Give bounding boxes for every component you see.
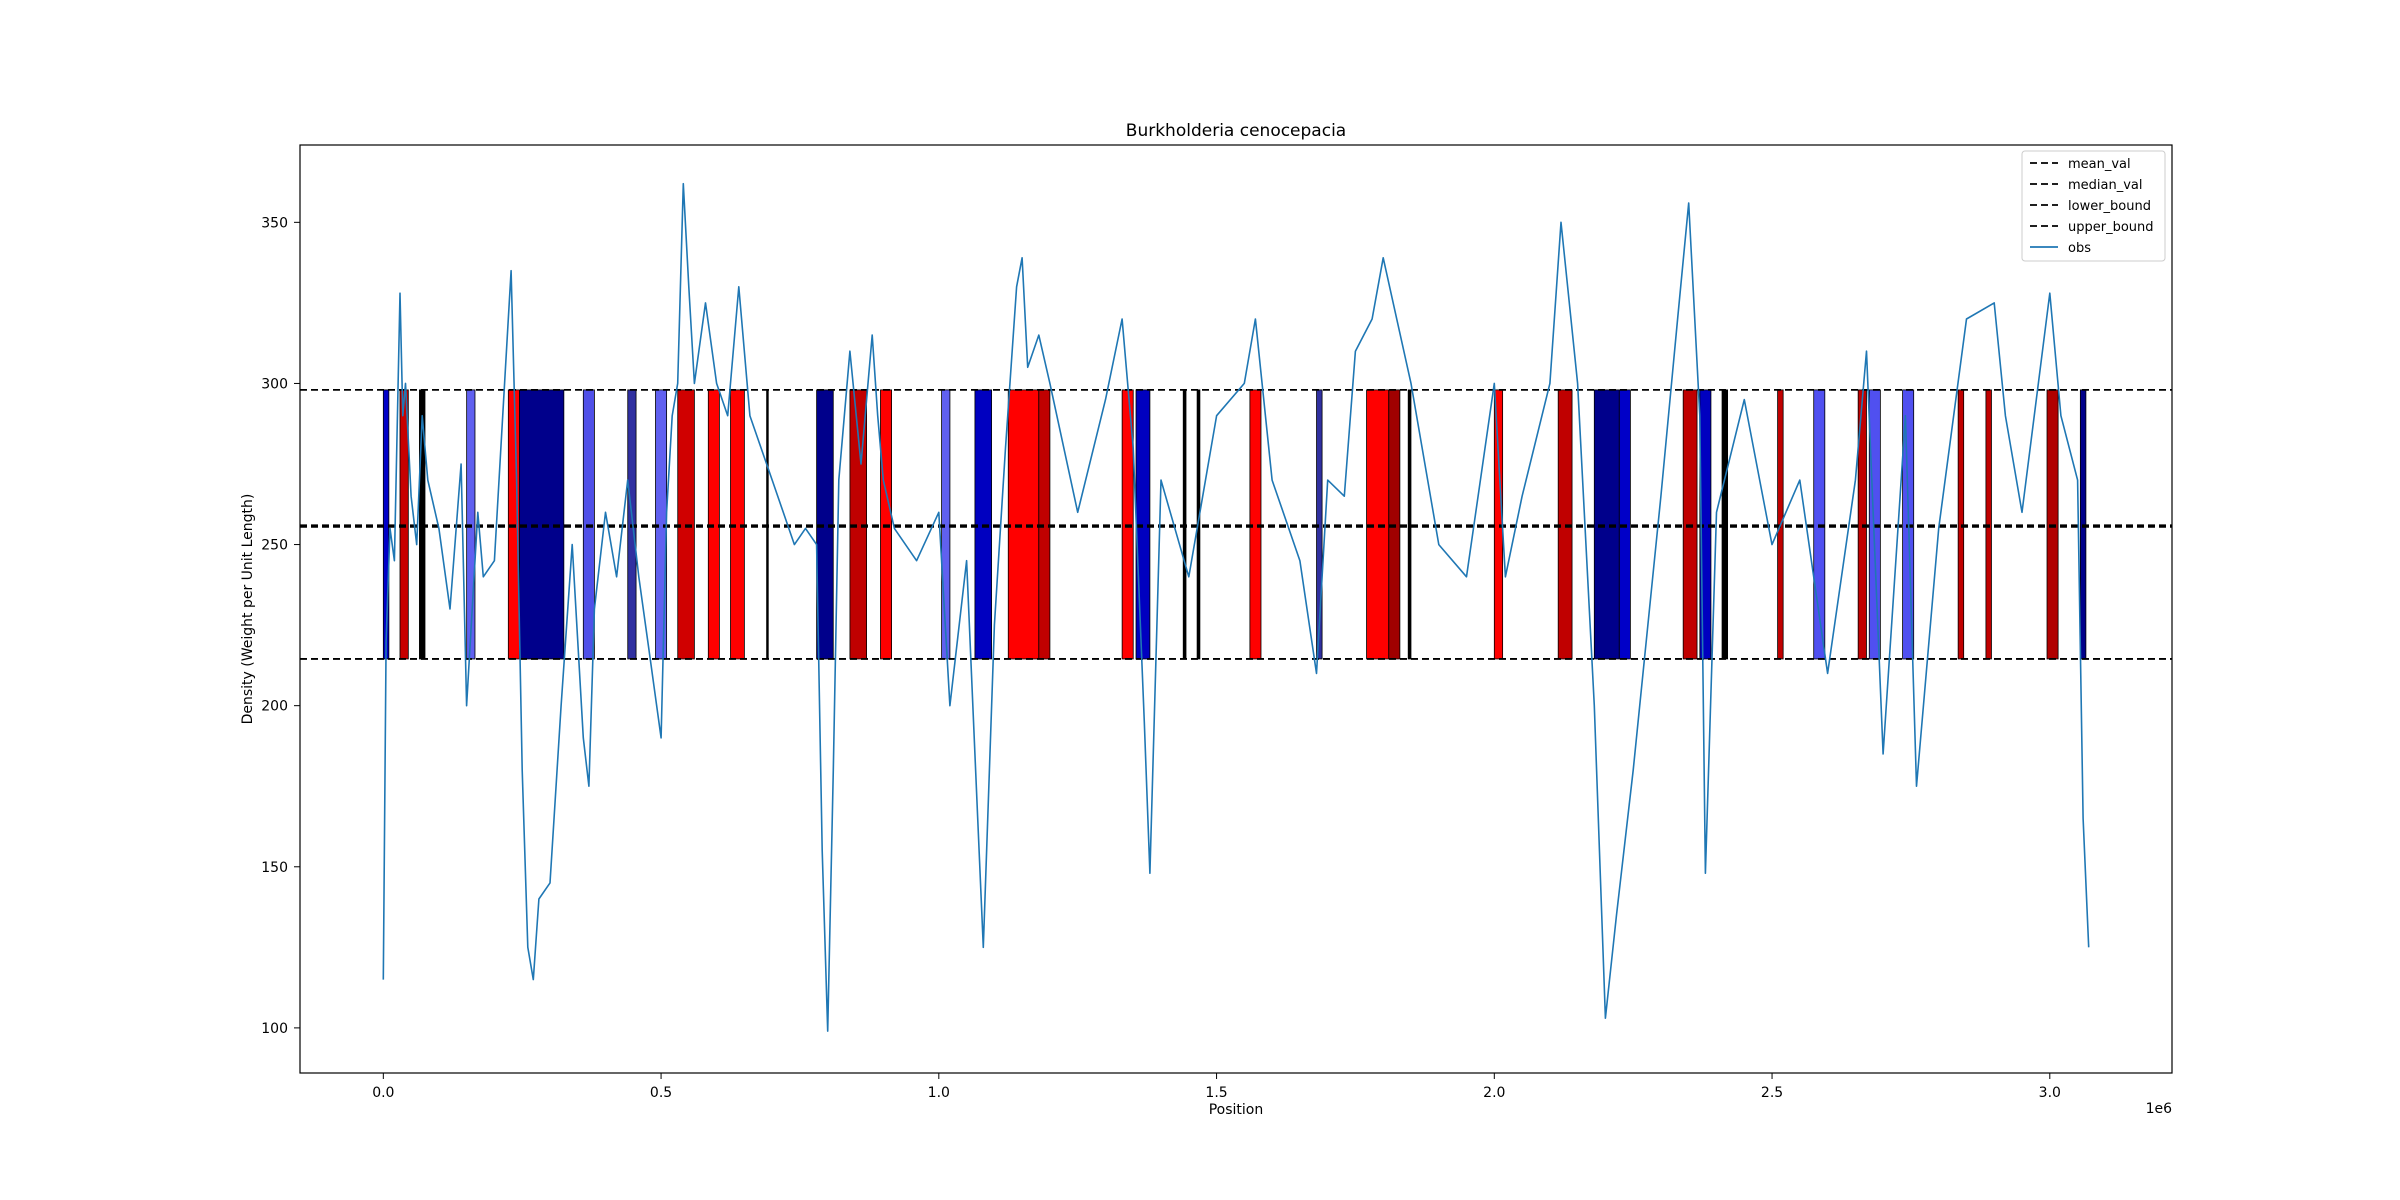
chart-title: Burkholderia cenocepacia: [1126, 121, 1346, 141]
legend-label-mean_val: mean_val: [2068, 157, 2131, 172]
legend-label-lower_bound: lower_bound: [2068, 199, 2151, 214]
y-tick-label: 100: [261, 1021, 288, 1037]
legend-box: [2021, 150, 2166, 262]
legend-label-median_val: median_val: [2068, 178, 2143, 193]
x-axis-offset-label: 1e6: [2146, 1101, 2173, 1117]
y-tick-label: 200: [261, 699, 288, 715]
y-tick-label: 300: [261, 376, 288, 392]
y-tick-label: 150: [261, 860, 288, 876]
x-tick-label: 0.0: [372, 1085, 394, 1101]
plot-frame: [299, 144, 2173, 1074]
highlight-band: [1407, 389, 1412, 660]
x-tick-label: 3.0: [2039, 1085, 2061, 1101]
x-tick-label: 2.5: [1761, 1085, 1783, 1101]
legend-label-obs: obs: [2068, 241, 2091, 256]
y-tick-label: 250: [261, 538, 288, 554]
x-tick-label: 0.5: [650, 1085, 672, 1101]
y-axis-ticks: 100 150 200 250 300 350: [261, 215, 300, 1037]
y-tick-label: 350: [261, 215, 288, 231]
x-axis-label: Position: [1209, 1102, 1264, 1118]
x-tick-label: 1.0: [928, 1085, 950, 1101]
y-axis-label: Density (Weight per Unit Length): [240, 494, 256, 725]
x-tick-label: 1.5: [1205, 1085, 1227, 1101]
x-tick-label: 2.0: [1483, 1085, 1505, 1101]
series-line-obs: [382, 182, 2090, 1032]
legend-label-upper_bound: upper_bound: [2068, 220, 2154, 235]
legend: mean_val median_val lower_bound upper_bound…: [2021, 150, 2166, 262]
x-axis-ticks: 0.0 0.5 1.0 1.5 2.0 2.5 3.0: [372, 1073, 2061, 1101]
reference-lines: [300, 388, 2172, 660]
highlight-band: [1007, 389, 1040, 660]
series-lines: [382, 182, 2090, 1032]
